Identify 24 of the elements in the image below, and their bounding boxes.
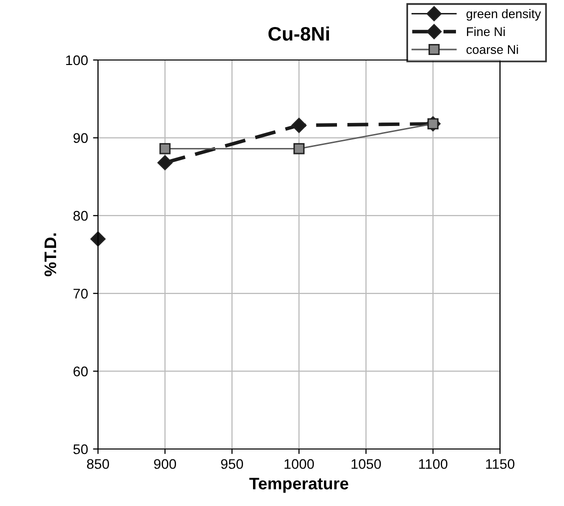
- y-tick-label: 60: [74, 366, 88, 376]
- legend-label: coarse Ni: [466, 44, 518, 54]
- x-tick-label: 1000: [284, 459, 314, 469]
- y-tick-label: 100: [66, 55, 88, 66]
- point: [291, 118, 307, 133]
- legend-label: Fine Ni: [466, 26, 505, 36]
- y-tick-label: 70: [74, 288, 88, 299]
- x-tick-label: 1050: [352, 459, 381, 469]
- y-tick-label: 50: [73, 444, 88, 454]
- y-tick-label: 80: [73, 210, 88, 221]
- y-axis-title: %T.D.: [44, 233, 56, 276]
- point: [157, 155, 173, 170]
- chart-title: Cu-8Ni: [268, 26, 329, 41]
- point: [90, 231, 106, 247]
- x-tick-label: 950: [221, 459, 244, 469]
- x-tick-label: 850: [87, 459, 110, 469]
- x-tick-label: 1100: [419, 459, 448, 469]
- point: [293, 143, 305, 154]
- legend-label: green density: [466, 9, 541, 21]
- point: [159, 143, 171, 154]
- x-axis-title: Temperature: [249, 478, 348, 493]
- x-tick-label: 1150: [486, 459, 514, 469]
- y-tick-label: 90: [73, 133, 88, 143]
- x-tick-label: 900: [154, 459, 176, 469]
